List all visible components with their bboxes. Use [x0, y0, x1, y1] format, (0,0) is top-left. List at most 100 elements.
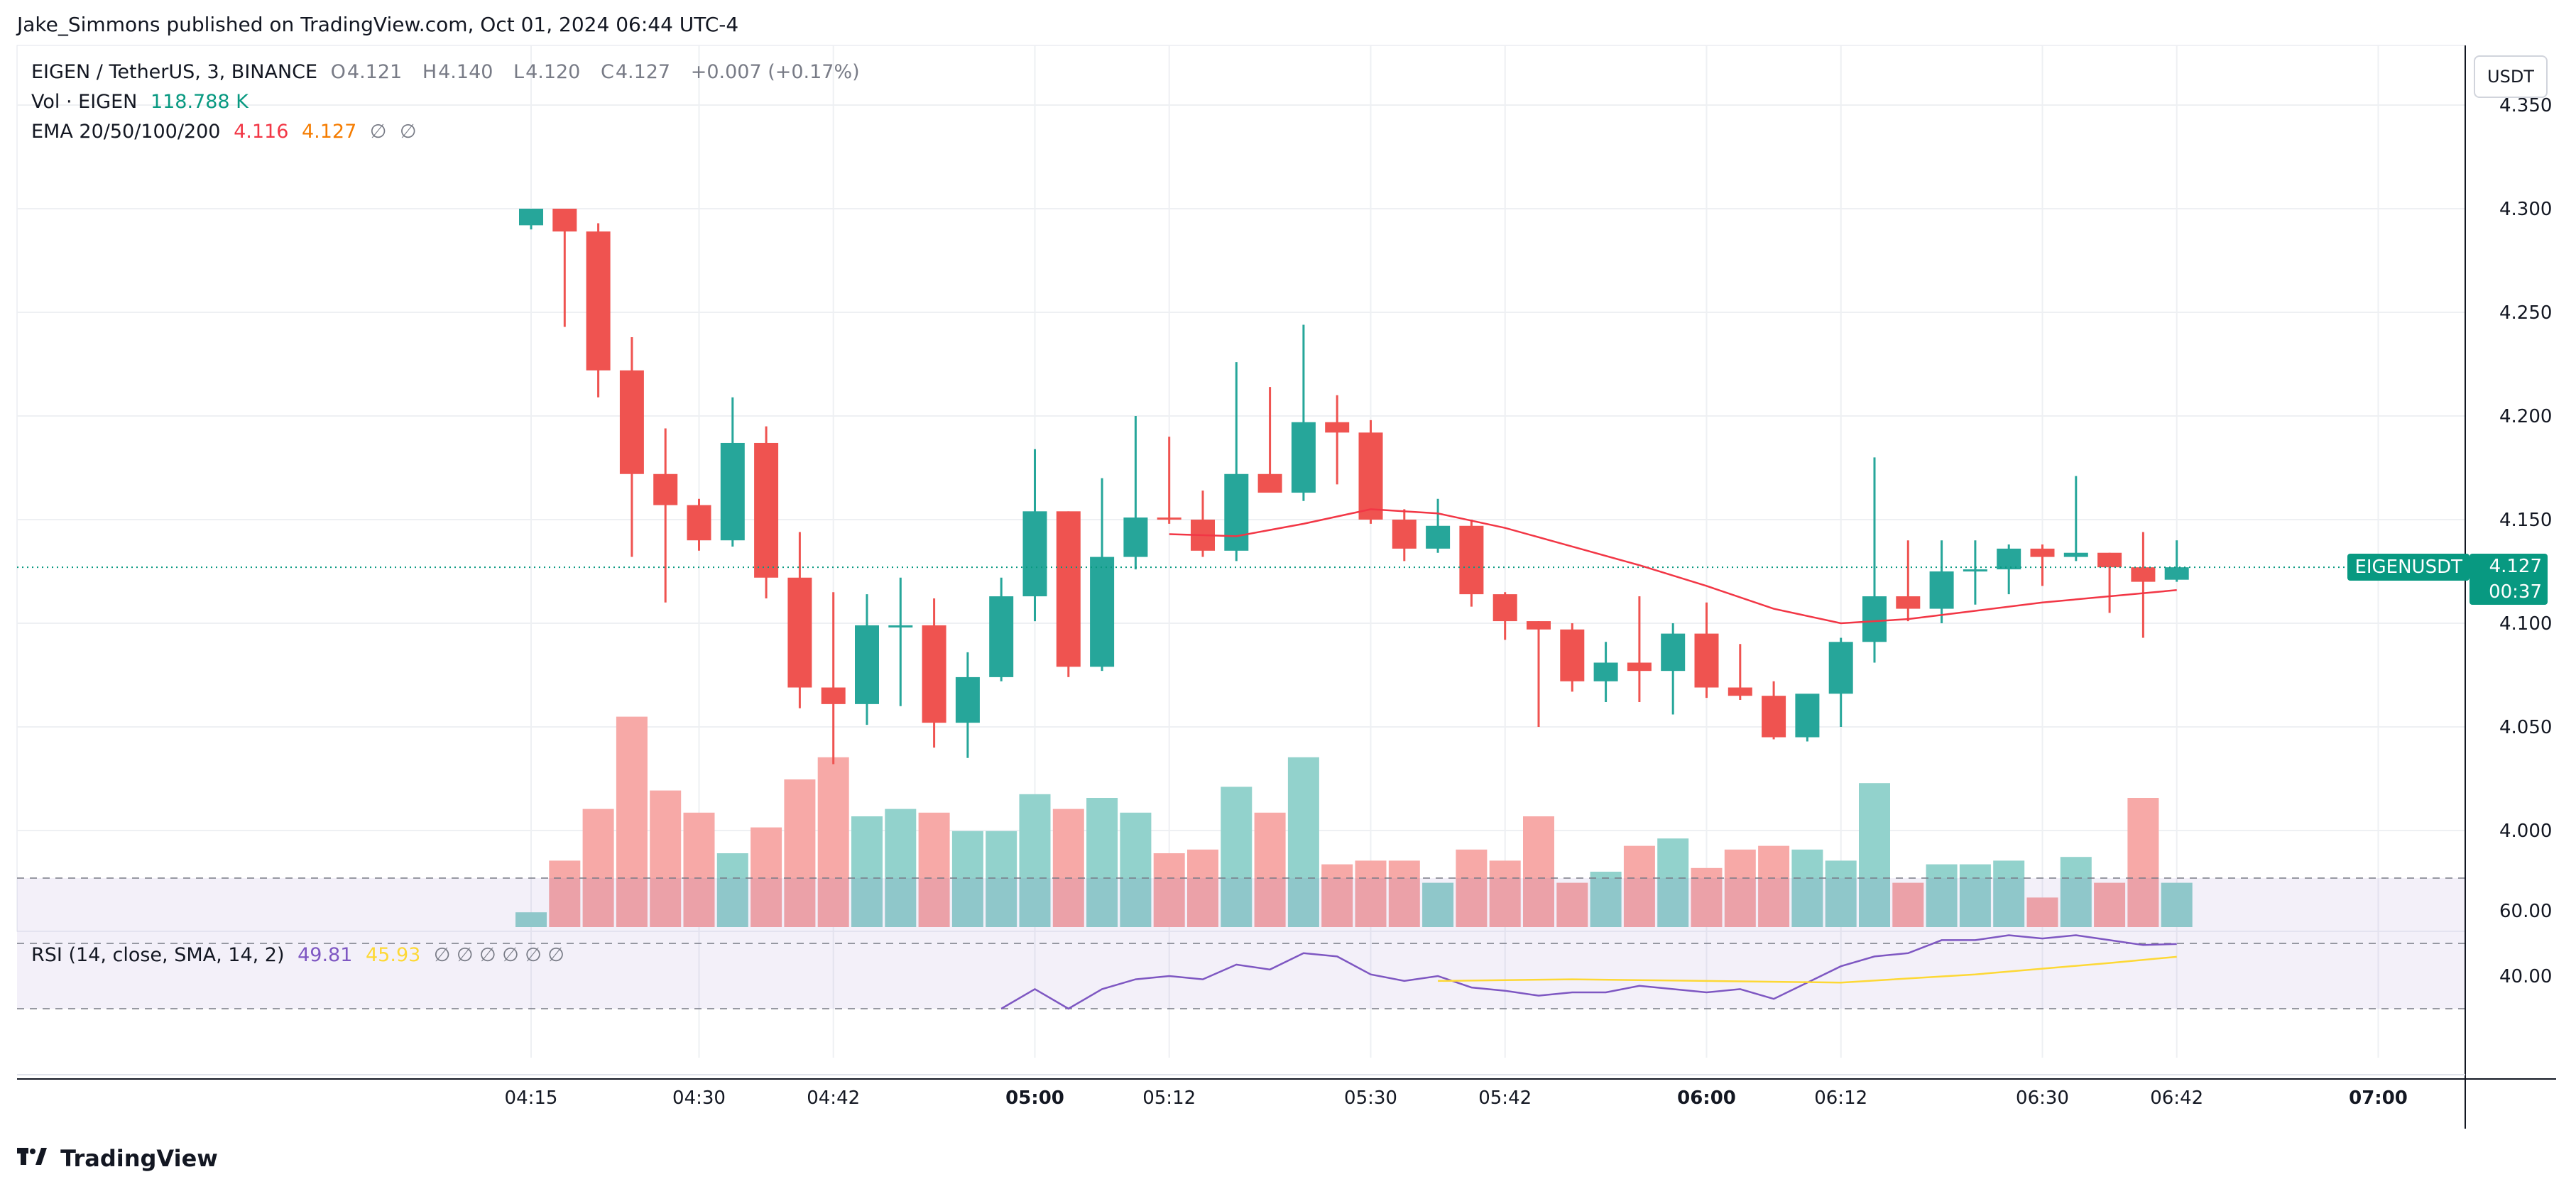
volume-bar [784, 779, 816, 927]
candle-body [1728, 687, 1752, 696]
volume-bar [1187, 849, 1218, 927]
rsi-pane [17, 877, 2465, 1010]
published-header: Jake_Simmons published on TradingView.co… [17, 13, 739, 36]
volume-bar [1825, 860, 1857, 927]
candle-body [1157, 517, 1181, 520]
price-tick-label: 4.250 [2499, 302, 2552, 324]
volume-bar [1221, 787, 1252, 927]
price-tick-label: 4.100 [2499, 613, 2552, 635]
change-value: +0.007 (+0.17%) [690, 61, 860, 83]
candle-body [1257, 473, 1282, 493]
candle-body [519, 209, 543, 226]
price-tick-label: 4.200 [2499, 406, 2552, 427]
ema-line [1169, 508, 2177, 625]
time-tick-label: 05:00 [1005, 1087, 1064, 1109]
volume-value: 118.788 K [150, 91, 249, 113]
volume-bar [951, 831, 983, 927]
volume-bar [1892, 882, 1924, 927]
ema-value-1: 4.116 [234, 121, 289, 143]
volume-bar [1859, 783, 1890, 927]
volume-bar [1523, 816, 1554, 927]
ema-value-4: ∅ [399, 121, 417, 143]
volume-bar [716, 853, 748, 927]
volume-bar [2060, 857, 2092, 927]
candle-body [1392, 520, 1417, 549]
volume-bar [1926, 864, 1958, 927]
tradingview-logo[interactable]: TradingView [17, 1145, 218, 1172]
volume-bar [1355, 860, 1387, 927]
candle-body [1661, 633, 1686, 672]
candle-body [855, 625, 879, 704]
volume-bar [1724, 849, 1756, 927]
volume-legend[interactable]: Vol · EIGEN 118.788 K [31, 91, 256, 113]
candle-body [1762, 696, 1786, 738]
volume-bar [1388, 860, 1420, 927]
symbol-name[interactable]: EIGEN / TetherUS, 3, BINANCE [31, 61, 318, 83]
volume-bar [2094, 882, 2126, 927]
candle-body [1056, 511, 1081, 667]
volume-bar [1019, 794, 1051, 927]
high-label: H [422, 61, 437, 83]
time-tick-label: 06:30 [2016, 1087, 2069, 1109]
volume-bar [1959, 864, 1991, 927]
candle-body [1291, 422, 1316, 493]
time-tick-label: 06:42 [2150, 1087, 2203, 1109]
price-tick-label: 4.000 [2499, 821, 2552, 842]
candle-body [787, 577, 812, 688]
candle-body [1325, 422, 1350, 433]
ema20-line [1169, 508, 2177, 625]
rsi-line [1000, 934, 2177, 1010]
price-tick-label: 4.150 [2499, 510, 2552, 531]
brand-name: TradingView [60, 1145, 218, 1172]
volume-bar [2026, 897, 2058, 927]
rsi-tick-label: 40.00 [2499, 966, 2552, 987]
time-tick-label: 04:42 [807, 1087, 860, 1109]
volume-bar [683, 812, 715, 927]
candle-body [1358, 432, 1383, 520]
tradingview-logo-icon [17, 1145, 47, 1172]
candle-body [1963, 569, 1987, 572]
candle-body [1795, 694, 1820, 738]
candle-body [1123, 517, 1148, 557]
low-value: 4.120 [525, 61, 581, 83]
symbol-price-tag: EIGENUSDT [2347, 554, 2469, 581]
candle-body [1492, 594, 1517, 622]
currency-button[interactable]: USDT [2474, 55, 2548, 98]
candle-body [955, 676, 980, 723]
candle-body [1862, 596, 1887, 642]
volume-bar [650, 790, 682, 927]
candle-body [687, 505, 711, 541]
close-value: 4.127 [615, 61, 671, 83]
rsi-tick-label: 60.00 [2499, 901, 2552, 922]
ema-value-2: 4.127 [301, 121, 357, 143]
candle-body [2063, 552, 2088, 557]
candle-body [2131, 567, 2156, 582]
candle-body [720, 442, 745, 541]
volume-bar [1287, 757, 1319, 927]
candle-body [2097, 552, 2122, 568]
ema-label: EMA 20/50/100/200 [31, 121, 221, 143]
rsi-legend[interactable]: RSI (14, close, SMA, 14, 2) 49.81 45.93 … [31, 944, 572, 966]
candle-body [1929, 571, 1954, 609]
time-tick-label: 07:00 [2349, 1087, 2408, 1109]
candle-body [821, 687, 846, 704]
volume-bar [582, 809, 614, 927]
low-label: L [513, 61, 525, 83]
volume-bar [1052, 809, 1084, 927]
price-tick-label: 4.350 [2499, 95, 2552, 116]
volume-bar [1993, 860, 2025, 927]
candle-body [2030, 548, 2055, 557]
candle-body [619, 370, 644, 474]
symbol-legend[interactable]: EIGEN / TetherUS, 3, BINANCE O4.121 H4.1… [31, 61, 867, 83]
volume-bar [515, 912, 547, 927]
candle-body [653, 473, 678, 505]
volume-bar [751, 827, 782, 927]
last-price: 4.127 [2489, 556, 2542, 577]
time-tick-label: 05:30 [1344, 1087, 1397, 1109]
candle-body [1090, 557, 1115, 667]
volume-bar [1556, 882, 1588, 927]
candlesticks [17, 209, 2465, 765]
volume-bar [1120, 812, 1152, 927]
volume-bar [1657, 838, 1689, 927]
ema-legend[interactable]: EMA 20/50/100/200 4.116 4.127 ∅ ∅ [31, 121, 424, 143]
